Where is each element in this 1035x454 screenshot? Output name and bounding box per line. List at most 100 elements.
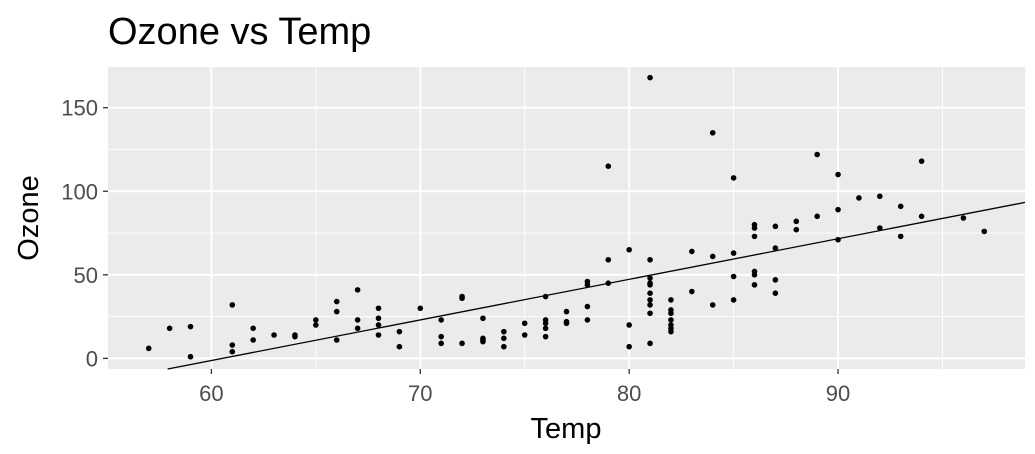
data-point xyxy=(647,297,653,303)
data-point xyxy=(689,248,695,255)
y-tick-label: 100 xyxy=(61,179,98,204)
data-point xyxy=(835,206,841,213)
data-point xyxy=(877,193,883,200)
data-point xyxy=(313,322,319,328)
data-point xyxy=(605,256,612,263)
data-point xyxy=(918,213,925,220)
minor-gridlines xyxy=(108,67,1025,369)
data-point xyxy=(730,250,737,256)
data-point xyxy=(480,338,486,345)
data-point xyxy=(438,333,444,340)
data-point xyxy=(166,325,173,332)
y-axis-ticks: 0 50 100 150 xyxy=(61,96,108,371)
data-point xyxy=(668,310,674,317)
data-point xyxy=(501,343,507,350)
data-point xyxy=(333,337,340,343)
chart-title: Ozone vs Temp xyxy=(108,11,371,53)
data-point xyxy=(375,322,382,328)
data-point xyxy=(250,337,256,343)
data-point xyxy=(229,342,236,348)
data-point xyxy=(626,322,632,328)
y-tick-label: 50 xyxy=(74,263,98,288)
data-point xyxy=(897,233,904,240)
data-point xyxy=(271,332,277,338)
data-point xyxy=(229,348,236,355)
data-point xyxy=(981,228,988,235)
data-point xyxy=(709,253,716,260)
data-point xyxy=(689,288,695,295)
data-point xyxy=(501,335,507,342)
x-tick-label: 80 xyxy=(617,381,641,406)
data-point xyxy=(647,282,653,288)
data-point xyxy=(563,320,570,327)
data-point xyxy=(772,223,779,230)
data-point xyxy=(542,320,549,327)
data-point xyxy=(751,282,758,288)
data-point xyxy=(751,233,758,240)
data-point xyxy=(375,332,382,338)
data-point xyxy=(751,225,758,231)
data-point xyxy=(793,226,800,233)
x-tick-label: 90 xyxy=(826,381,850,406)
data-point xyxy=(480,315,486,322)
data-point xyxy=(459,295,465,302)
data-point xyxy=(438,317,444,323)
data-point xyxy=(375,315,382,322)
data-point xyxy=(626,246,632,253)
data-point xyxy=(542,325,549,332)
data-point xyxy=(584,317,591,323)
x-axis-ticks: 60 70 80 90 xyxy=(199,369,850,406)
data-point xyxy=(814,213,820,220)
data-point xyxy=(897,203,904,210)
data-point xyxy=(647,275,653,281)
data-point xyxy=(313,317,319,323)
data-point xyxy=(333,308,340,315)
data-point xyxy=(668,328,674,335)
data-point xyxy=(856,195,862,201)
data-point xyxy=(542,333,549,340)
data-point xyxy=(877,225,883,231)
data-point xyxy=(417,305,424,312)
data-point xyxy=(501,328,507,335)
data-point xyxy=(354,287,361,293)
data-point xyxy=(772,245,779,251)
data-point xyxy=(187,323,194,330)
x-axis-title: Temp xyxy=(531,413,602,445)
data-point xyxy=(960,215,967,221)
data-point xyxy=(229,302,236,308)
data-point xyxy=(647,256,653,263)
data-point xyxy=(793,218,800,225)
data-point xyxy=(647,340,653,347)
data-point xyxy=(250,325,256,332)
y-tick-label: 0 xyxy=(86,346,98,371)
data-point xyxy=(605,163,612,169)
data-point xyxy=(918,158,925,164)
data-point xyxy=(647,74,653,81)
plot-panel xyxy=(108,67,1025,369)
data-point xyxy=(668,317,674,323)
data-point xyxy=(772,290,779,297)
data-point xyxy=(396,343,403,350)
x-tick-label: 60 xyxy=(199,381,223,406)
data-point xyxy=(396,328,403,335)
data-point xyxy=(584,303,591,310)
data-point xyxy=(187,353,194,360)
data-point xyxy=(354,325,361,332)
data-point xyxy=(459,340,465,347)
data-point xyxy=(730,175,737,181)
x-tick-label: 70 xyxy=(408,381,432,406)
data-point xyxy=(584,282,591,288)
data-point xyxy=(709,302,716,308)
data-point xyxy=(751,272,758,278)
data-point xyxy=(375,305,382,312)
y-tick-label: 150 xyxy=(61,96,98,121)
data-point xyxy=(333,298,340,305)
data-point xyxy=(730,273,737,280)
data-point xyxy=(772,277,779,283)
data-point xyxy=(647,310,653,317)
data-point xyxy=(709,129,716,136)
data-point xyxy=(438,340,444,347)
major-gridlines xyxy=(108,67,1025,369)
data-point xyxy=(835,171,841,178)
